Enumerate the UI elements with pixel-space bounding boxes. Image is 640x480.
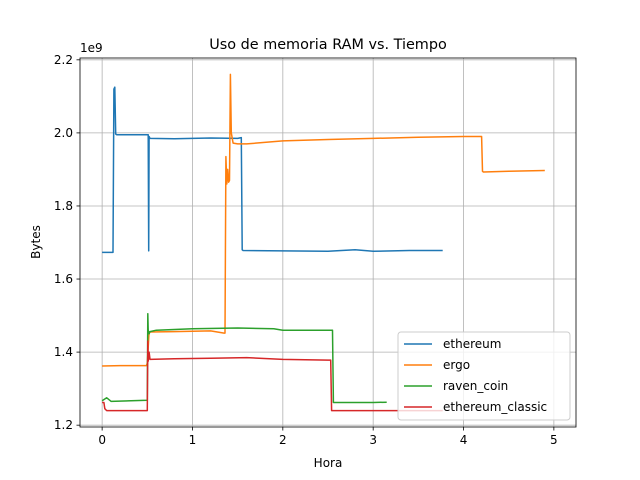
- x-axis-label: Hora: [314, 456, 343, 470]
- legend: ethereum ergo raven_coin ethereum_classic: [397, 331, 571, 421]
- x-tick-label: 0: [98, 433, 106, 447]
- y-tick-label: 1.8: [54, 199, 73, 213]
- y-tick-label: 2.0: [54, 126, 73, 140]
- plot-area: 0 1 2 3 4 5 1.2 1.4 1.6 1.8 2.0 2.2: [54, 53, 577, 447]
- chart-title: Uso de memoria RAM vs. Tiempo: [209, 37, 447, 53]
- x-tick-label: 3: [369, 433, 377, 447]
- y-tick-label: 1.2: [54, 418, 73, 432]
- y-axis-label: Bytes: [29, 225, 43, 259]
- x-tick-label: 5: [550, 433, 558, 447]
- y-tick-label: 1.4: [54, 345, 73, 359]
- y-offset-label: 1e9: [80, 41, 103, 55]
- legend-box: [397, 331, 571, 421]
- axes-frame: [79, 57, 577, 428]
- y-tick-label: 1.6: [54, 272, 73, 286]
- series-line-ethereum: [102, 86, 443, 254]
- series-line-raven-coin: [101, 312, 387, 404]
- y-tick-label: 2.2: [54, 53, 73, 67]
- legend-label: raven_coin: [443, 379, 508, 393]
- legend-label: ethereum_classic: [443, 400, 547, 414]
- series-line-ethereum-classic: [102, 340, 443, 412]
- legend-label: ethereum: [443, 337, 501, 351]
- x-tick-label: 4: [460, 433, 468, 447]
- series-line-ergo: [102, 73, 545, 367]
- legend-label: ergo: [443, 358, 470, 372]
- x-tick-label: 2: [279, 433, 287, 447]
- x-tick-label: 1: [189, 433, 197, 447]
